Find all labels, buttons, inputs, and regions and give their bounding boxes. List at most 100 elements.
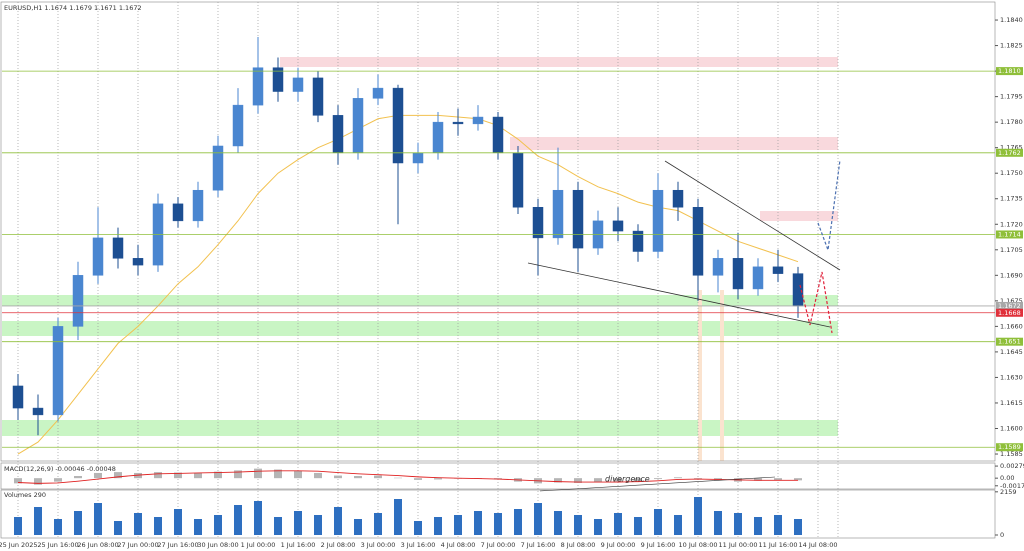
candle-body [292, 77, 304, 92]
macd-bar [294, 470, 302, 479]
candle-body [212, 145, 224, 191]
candle-body [312, 77, 324, 116]
macd-bar [74, 476, 82, 479]
y-tick-label: 0.00279 [1000, 462, 1024, 470]
x-tick-label: 7 Jul 00:00 [481, 541, 516, 549]
level-label: 1.1672 [998, 302, 1021, 310]
y-tick-label: 1.1720 [1000, 220, 1023, 228]
x-tick-label: 9 Jul 16:00 [641, 541, 676, 549]
y-tick-label: 1.1795 [1000, 93, 1023, 101]
volume-bar [94, 503, 102, 535]
x-tick-label: 11 Jul 00:00 [719, 541, 758, 549]
macd-bar [274, 469, 282, 479]
x-tick-label: 2 Jul 08:00 [321, 541, 356, 549]
candle-body [432, 121, 444, 154]
resistance-zone [510, 137, 838, 150]
volume-bar [234, 505, 242, 535]
macd-bar [214, 471, 222, 479]
volume-bar [54, 519, 62, 535]
candle-body [692, 206, 704, 276]
macd-title: MACD(12,26,9) -0.00046 -0.00048 [4, 465, 116, 473]
volume-bar [294, 511, 302, 535]
y-tick-label: 1.1705 [1000, 246, 1023, 254]
candle-body [32, 407, 44, 416]
macd-bar [54, 478, 62, 482]
x-tick-label: 7 Jul 16:00 [521, 541, 556, 549]
level-label: 1.1651 [998, 338, 1021, 346]
y-tick-label: 1.1660 [1000, 322, 1023, 330]
volume-bar [134, 513, 142, 535]
x-tick-label: 1 Jul 00:00 [241, 541, 276, 549]
macd-bar [154, 472, 162, 479]
candle-body [552, 189, 564, 239]
volume-bar [274, 517, 282, 535]
y-tick-label: 1.1765 [1000, 144, 1023, 152]
macd-bar [34, 478, 42, 485]
volume-bar [254, 501, 262, 535]
macd-bar [554, 478, 562, 483]
candle-body [132, 258, 144, 266]
level-label: 1.1810 [998, 67, 1021, 75]
y-tick-label: -0.00176 [1000, 482, 1024, 490]
macd-bar [14, 478, 22, 484]
y-tick-label: 1.1675 [1000, 297, 1023, 305]
candle-body [492, 116, 504, 154]
candle-body [372, 87, 384, 99]
x-tick-label: 4 Jul 08:00 [441, 541, 476, 549]
volume-bar [754, 517, 762, 535]
resistance-zone [280, 57, 838, 67]
candle-body [532, 206, 544, 239]
candle-body [412, 152, 424, 164]
macd-bar [254, 468, 262, 479]
candle-body [52, 326, 64, 416]
candle-body [512, 152, 524, 208]
candle-body [652, 189, 664, 252]
macd-bar [94, 472, 102, 479]
macd-signal [17, 470, 798, 484]
x-tick-label: 26 Jun 08:00 [77, 541, 118, 549]
annotation: divergence [605, 475, 650, 484]
candle-body [112, 237, 124, 259]
resistance-zone [760, 211, 838, 221]
volume-bar [454, 515, 462, 535]
candle-body [632, 230, 644, 252]
macd-bar [234, 470, 242, 479]
volume-bar [374, 513, 382, 535]
candle-body [172, 203, 184, 222]
highlight-bar [698, 290, 702, 461]
chart-title: EURUSD,H1 1.1674 1.1679 1.1671 1.1672 [4, 4, 142, 12]
volume-bar [534, 503, 542, 535]
x-tick-label: 25 Jun 2025 [0, 541, 38, 549]
y-tick-label: 1.1615 [1000, 399, 1023, 407]
volume-bar [414, 521, 422, 535]
volume-bar [354, 519, 362, 535]
x-tick-label: 27 Jun 16:00 [157, 541, 198, 549]
x-tick-label: 3 Jul 00:00 [361, 541, 396, 549]
trendline [664, 160, 841, 271]
y-tick-label: 1.1780 [1000, 118, 1023, 126]
volume-bar [794, 519, 802, 535]
candle-body [72, 275, 84, 327]
volume-bar [14, 517, 22, 535]
candle-body [92, 237, 104, 276]
macd-bar [314, 472, 322, 479]
y-tick-label: 1.1600 [1000, 424, 1023, 432]
y-tick-label: 0.00 [1000, 474, 1014, 482]
support-zone [2, 420, 838, 436]
volume-bar [334, 507, 342, 535]
candle-body [472, 116, 484, 125]
support-zone [2, 321, 838, 336]
level-label-box [996, 230, 1023, 239]
x-tick-label: 9 Jul 00:00 [601, 541, 636, 549]
trendline [539, 476, 776, 492]
macd-bar [194, 472, 202, 479]
volume-bar [514, 509, 522, 535]
candle-body [672, 189, 684, 208]
x-tick-label: 25 Jun 16:00 [37, 541, 78, 549]
x-tick-label: 27 Jun 00:00 [117, 541, 158, 549]
moving-average [17, 114, 799, 455]
volume-bar [774, 515, 782, 535]
volume-bar [614, 513, 622, 535]
